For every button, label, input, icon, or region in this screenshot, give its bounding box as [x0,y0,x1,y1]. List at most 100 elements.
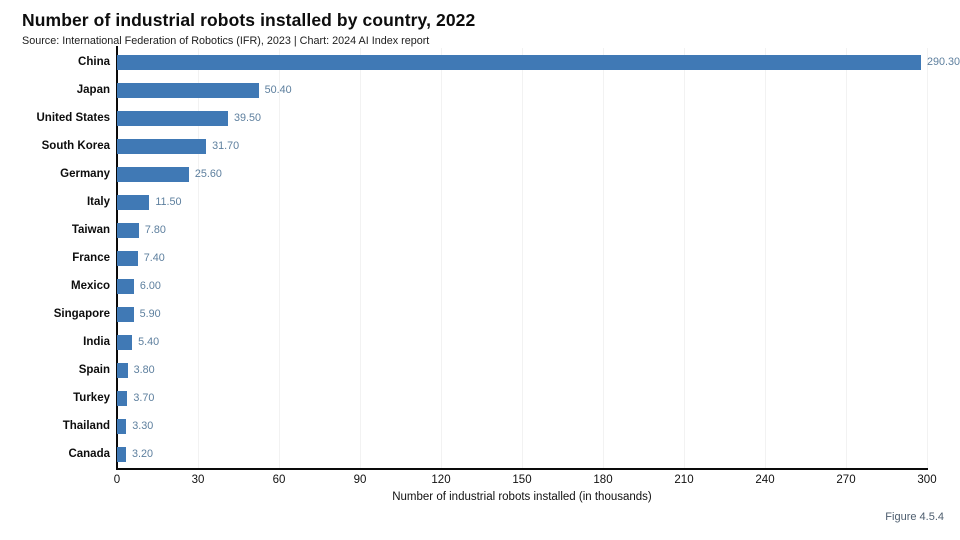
value-label: 5.40 [138,336,160,348]
bar [117,306,134,322]
value-label: 3.70 [133,392,155,404]
value-label: 25.60 [194,168,222,180]
bar-track: 5.90 [117,306,960,322]
bar-row: Singapore 5.90 [0,300,960,328]
bar-row: Turkey 3.70 [0,384,960,412]
bar [117,418,127,434]
bar-track: 3.20 [117,446,960,462]
gridline [684,48,685,468]
country-label: Taiwan [71,224,110,236]
gridline [765,48,766,468]
bar [117,110,228,126]
bar [117,250,138,266]
gridline [360,48,361,468]
x-tick-label: 180 [593,474,613,486]
x-tick-label: 150 [512,474,532,486]
x-tick-label: 240 [755,474,775,486]
value-label: 3.80 [133,364,155,376]
country-label: Canada [68,448,110,460]
chart-title: Number of industrial robots installed by… [22,10,476,30]
country-label: India [83,336,110,348]
bar [117,194,150,210]
bar [117,334,133,350]
value-label: 7.40 [143,252,165,264]
x-tick-label: 210 [674,474,694,486]
bar-row: Spain 3.80 [0,356,960,384]
country-label: Thailand [62,420,110,432]
bar-track: 290.30 [117,54,960,70]
bar-track: 5.40 [117,334,960,350]
bar [117,166,189,182]
value-label: 11.50 [155,196,182,208]
bar-chart: China 290.30 Japan 50.40 United States 3… [0,46,960,470]
bar [117,278,134,294]
bar-track: 39.50 [117,110,960,126]
bar-row: Thailand 3.30 [0,412,960,440]
bar-track: 7.40 [117,250,960,266]
x-axis-ticks: 0 30 60 90 120 150 180 210 240 270 300 [113,474,937,488]
bar-track: 50.40 [117,82,960,98]
x-tick-label: 300 [917,474,937,486]
x-axis-label: Number of industrial robots installed (i… [392,491,652,503]
value-label: 39.50 [233,112,262,124]
bar-row: South Korea 31.70 [0,132,960,160]
x-tick-label: 30 [191,474,205,486]
bar-row: India 5.40 [0,328,960,356]
bar-row: Mexico 6.00 [0,272,960,300]
bar-row: Japan 50.40 [0,76,960,104]
gridline [522,48,523,468]
country-label: Japan [76,84,110,96]
value-label: 3.30 [132,420,154,432]
bar-track: 7.80 [117,222,960,238]
bar [117,54,921,70]
bar [117,446,126,462]
bar-row: United States 39.50 [0,104,960,132]
bar-row: China 290.30 [0,48,960,76]
x-tick-label: 120 [431,474,451,486]
x-tick-label: 0 [113,474,121,486]
bar-row: Germany 25.60 [0,160,960,188]
gridline [846,48,847,468]
country-label: China [78,56,110,68]
bar-track: 3.70 [117,390,960,406]
bar-rows: China 290.30 Japan 50.40 United States 3… [0,48,960,468]
bar [117,362,128,378]
bar [117,138,207,154]
value-label: 6.00 [139,280,161,292]
value-label: 3.20 [131,448,153,460]
bar-track: 6.00 [117,278,960,294]
bar-track: 31.70 [117,138,960,154]
bar-track: 25.60 [117,166,960,182]
country-label: France [72,252,110,264]
x-axis-line [116,468,928,470]
value-label: 31.70 [212,140,240,152]
country-label: Germany [60,168,110,180]
chart-subtitle: Source: International Federation of Robo… [22,35,430,47]
bar-row: Italy 11.50 [0,188,960,216]
bar-row: Taiwan 7.80 [0,216,960,244]
bar-track: 3.80 [117,362,960,378]
country-label: Italy [86,196,110,208]
value-label: 5.90 [139,308,161,320]
gridline [927,48,928,468]
value-label: 290.30 [926,56,960,68]
gridline [279,48,280,468]
gridline [441,48,442,468]
country-label: Spain [78,364,110,376]
bar-row: Canada 3.20 [0,440,960,468]
bar [117,222,139,238]
gridline [198,48,199,468]
country-label: Turkey [73,392,110,404]
country-label: Singapore [53,308,110,320]
bar [117,82,259,98]
x-tick-label: 60 [272,474,286,486]
bar [117,390,128,406]
x-tick-label: 270 [836,474,856,486]
value-label: 50.40 [264,84,292,96]
gridline [603,48,604,468]
bar-row: France 7.40 [0,244,960,272]
x-tick-label: 90 [353,474,367,486]
country-label: United States [36,112,111,124]
country-label: Mexico [71,280,110,292]
